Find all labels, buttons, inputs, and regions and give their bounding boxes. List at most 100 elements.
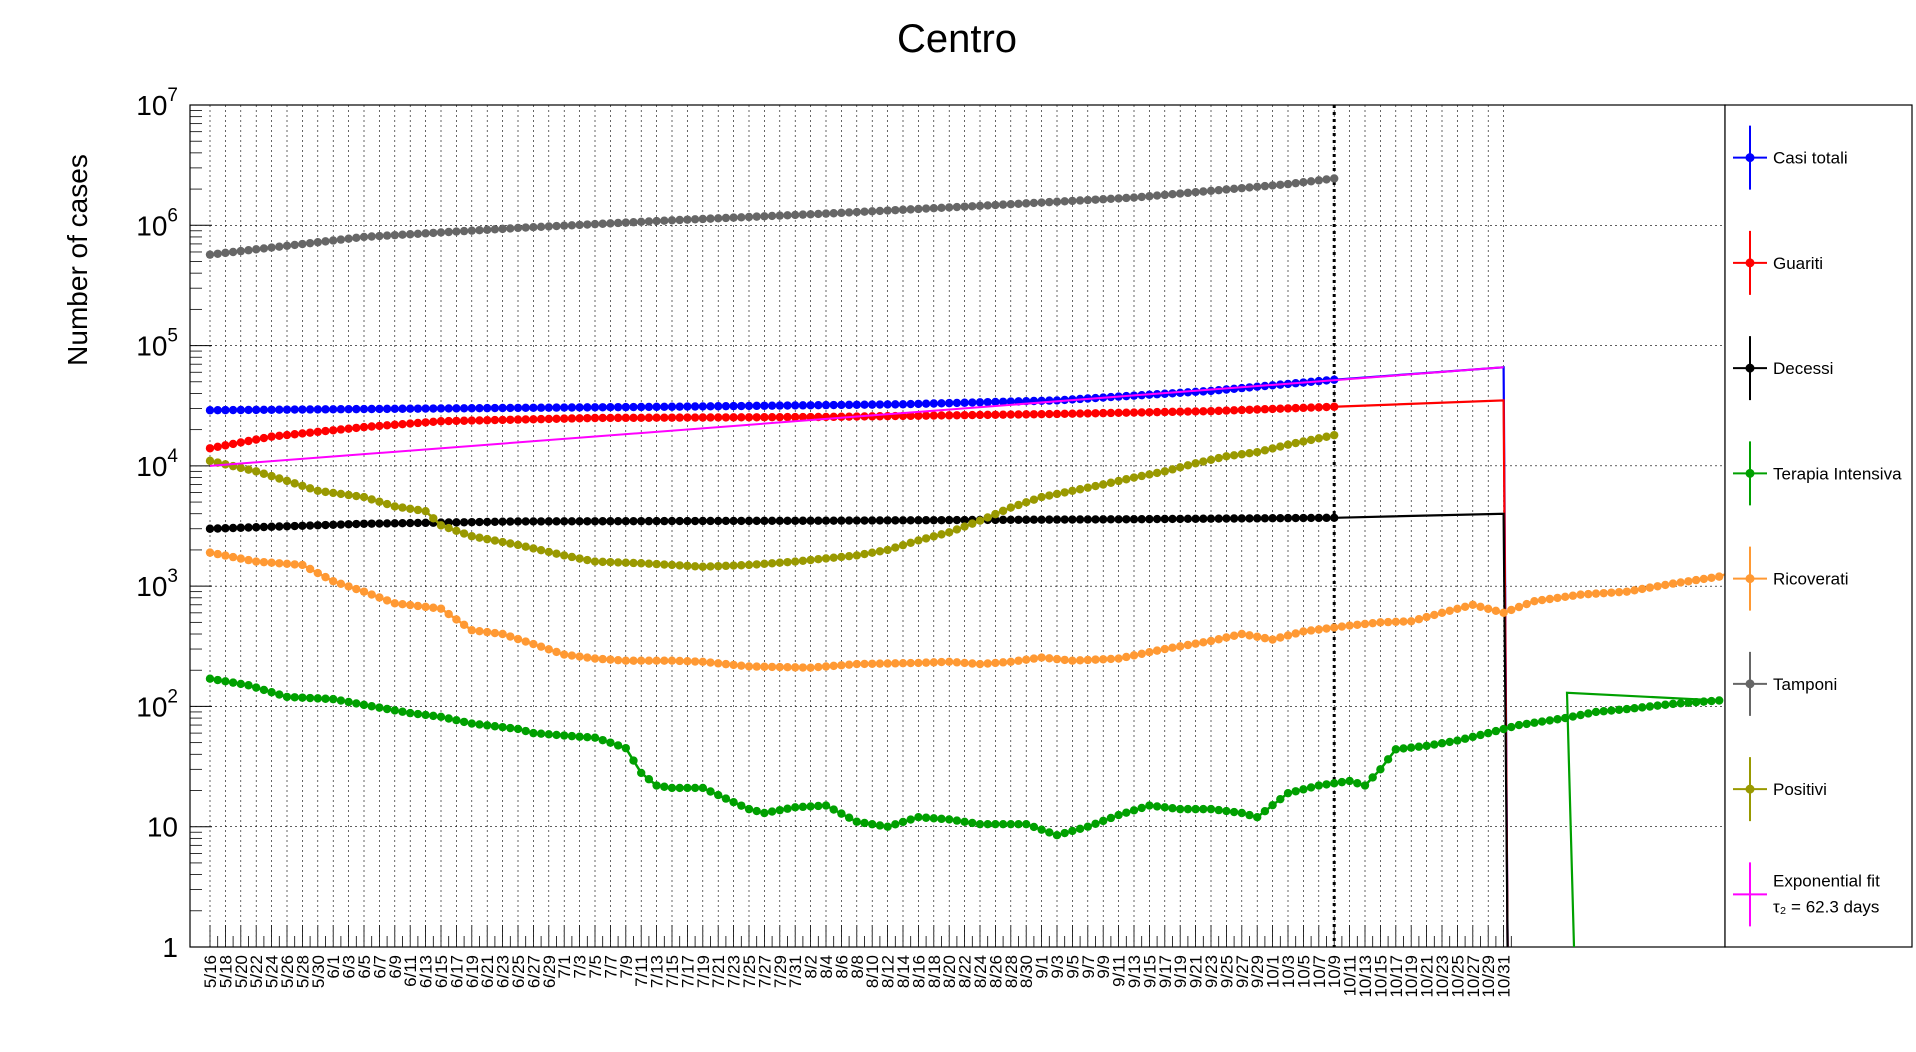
data-point: [775, 558, 784, 567]
data-point: [675, 561, 684, 570]
data-point: [1160, 407, 1170, 417]
data-point: [998, 200, 1008, 209]
data-point: [1322, 624, 1331, 633]
data-point: [1568, 591, 1578, 600]
data-point: [321, 405, 330, 414]
data-point: [1253, 447, 1262, 457]
data-point: [767, 807, 777, 816]
data-point: [960, 522, 969, 531]
data-point: [244, 555, 253, 565]
data-point: [359, 587, 369, 596]
data-point: [529, 544, 538, 553]
data-point: [259, 557, 269, 567]
data-point: [1129, 193, 1139, 202]
data-point: [1260, 633, 1270, 643]
data-point: [352, 699, 361, 708]
data-point: [228, 678, 238, 687]
data-point: [652, 559, 661, 569]
data-point: [359, 492, 369, 502]
data-point: [275, 242, 284, 251]
data-point: [406, 600, 415, 610]
data-point: [1414, 614, 1424, 624]
data-point: [1122, 515, 1131, 524]
data-point: [244, 465, 253, 474]
data-point: [1507, 722, 1516, 732]
data-point: [382, 596, 392, 605]
data-point: [1245, 514, 1254, 523]
data-point: [729, 660, 738, 670]
data-point: [1222, 806, 1231, 816]
x-tick-label: 8/14: [894, 955, 913, 988]
data-point: [1045, 654, 1054, 663]
data-point: [1029, 654, 1039, 663]
data-point: [1537, 717, 1547, 726]
data-point: [575, 652, 584, 661]
data-point: [1291, 178, 1300, 188]
data-point: [868, 400, 877, 409]
data-point: [1607, 588, 1616, 597]
data-point: [1206, 514, 1216, 523]
data-point: [621, 656, 630, 665]
data-point: [998, 397, 1008, 406]
data-point: [1176, 804, 1185, 814]
data-point: [914, 812, 923, 822]
data-point: [1430, 740, 1439, 749]
data-point: [452, 227, 461, 236]
data-point: [567, 414, 577, 423]
fit-line: [209, 366, 1504, 467]
data-point: [1037, 198, 1046, 207]
data-point: [267, 522, 276, 531]
data-point: [1075, 485, 1085, 494]
x-tick-label: 9/11: [1110, 955, 1129, 987]
x-tick-label: 7/1: [555, 955, 574, 979]
series-positivi: [205, 430, 1339, 571]
data-point: [983, 659, 992, 668]
x-tick-label: 7/25: [740, 955, 759, 988]
data-point: [1645, 702, 1655, 711]
data-point: [529, 222, 538, 232]
data-point: [228, 552, 238, 562]
data-point: [875, 206, 885, 216]
data-point: [644, 775, 654, 784]
x-tick-label: 6/15: [432, 955, 451, 988]
data-point: [282, 241, 292, 250]
data-point: [305, 484, 315, 493]
data-point: [1668, 699, 1678, 709]
data-point: [421, 404, 430, 413]
data-point: [844, 208, 854, 217]
data-point: [1260, 514, 1270, 523]
data-point: [906, 658, 915, 668]
data-point: [937, 515, 946, 525]
data-point: [1630, 586, 1639, 595]
data-point: [791, 401, 800, 410]
data-point: [275, 559, 284, 568]
data-point: [714, 413, 723, 422]
data-point: [413, 404, 423, 413]
data-point: [690, 215, 700, 224]
data-point: [968, 818, 977, 828]
data-point: [252, 523, 261, 532]
data-point: [352, 519, 361, 529]
data-point: [1152, 802, 1162, 811]
data-point: [621, 218, 630, 227]
data-point: [1399, 617, 1408, 626]
data-point: [998, 819, 1008, 829]
data-point: [529, 728, 538, 738]
data-point: [536, 222, 546, 232]
data-point: [475, 626, 484, 636]
data-point: [868, 548, 877, 557]
data-point: [1052, 489, 1062, 499]
data-point: [205, 250, 215, 259]
data-point: [883, 545, 892, 555]
data-point: [490, 415, 500, 425]
data-point: [868, 207, 877, 216]
data-point: [213, 549, 222, 559]
data-point: [821, 400, 831, 410]
data-point: [513, 634, 523, 644]
data-point: [837, 208, 846, 218]
data-point: [1122, 408, 1131, 417]
data-point: [1021, 410, 1031, 419]
data-point: [891, 659, 900, 668]
y-tick-label: 104: [136, 446, 178, 482]
